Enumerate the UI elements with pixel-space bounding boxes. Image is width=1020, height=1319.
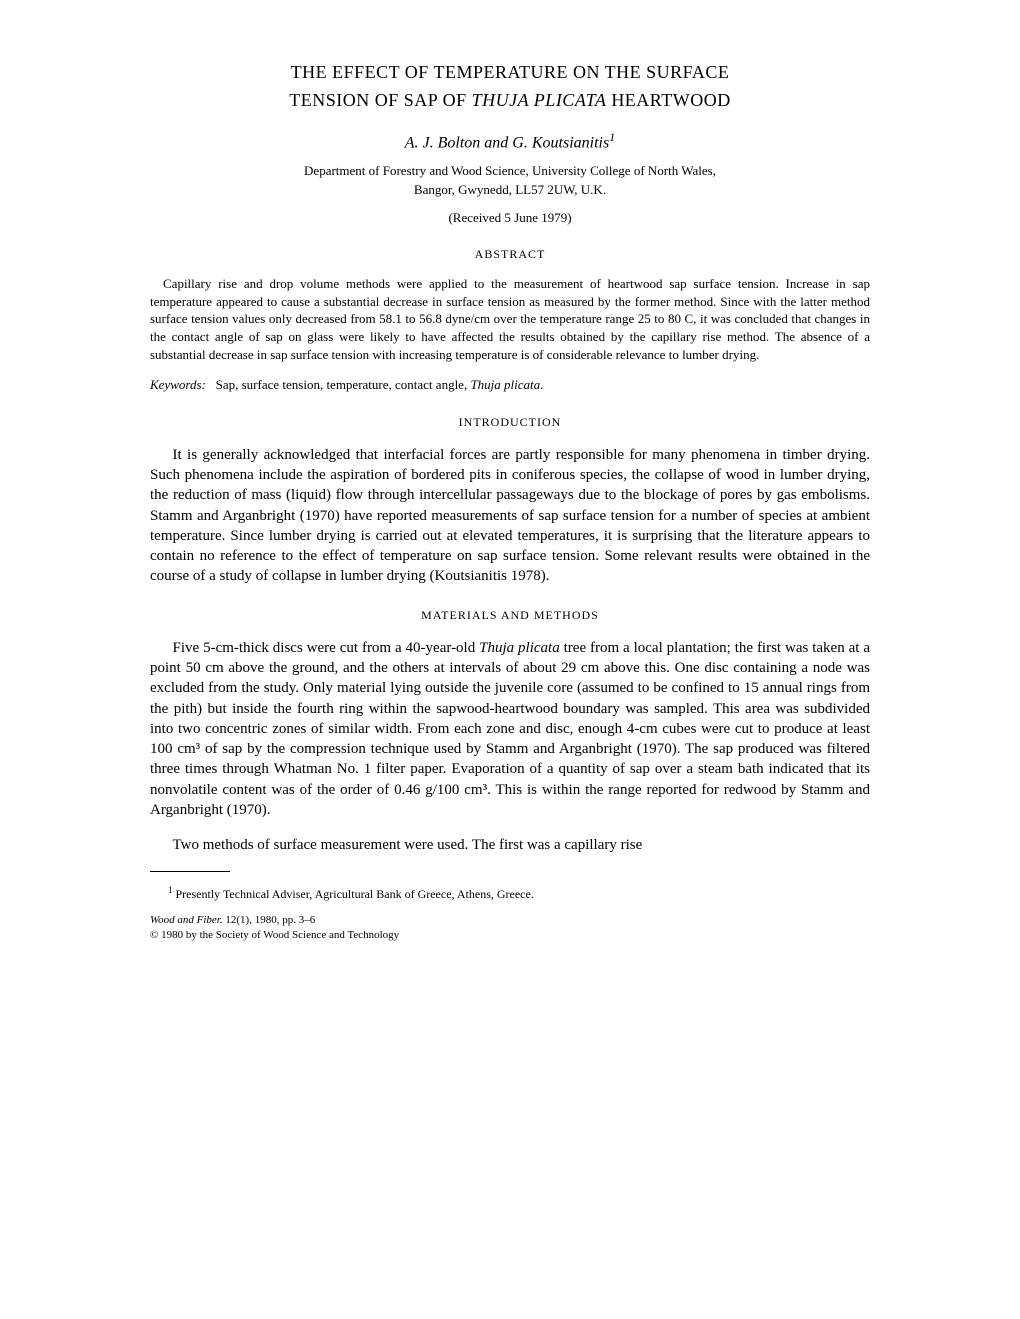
- paper-title-line1: THE EFFECT OF TEMPERATURE ON THE SURFACE: [150, 60, 870, 84]
- abstract-text: Capillary rise and drop volume methods w…: [150, 275, 870, 363]
- materials-para1: Five 5-cm-thick discs were cut from a 40…: [150, 638, 870, 820]
- title-line2-italic: THUJA PLICATA: [472, 90, 607, 110]
- materials-para1-suffix: tree from a local plantation; the first …: [150, 640, 870, 818]
- introduction-heading: INTRODUCTION: [150, 414, 870, 430]
- authors-text: A. J. Bolton and G. Koutsianitis: [405, 134, 609, 151]
- authors-superscript: 1: [609, 130, 615, 144]
- keywords: Keywords: Sap, surface tension, temperat…: [150, 376, 870, 394]
- affiliation-line1: Department of Forestry and Wood Science,…: [150, 162, 870, 180]
- footnote: 1 Presently Technical Adviser, Agricultu…: [150, 884, 870, 902]
- keywords-label: Keywords:: [150, 377, 206, 392]
- materials-para2: Two methods of surface measurement were …: [150, 835, 870, 855]
- journal-info-line1: Wood and Fiber. 12(1), 1980, pp. 3–6: [150, 913, 870, 928]
- journal-italic: Wood and Fiber.: [150, 914, 223, 926]
- footnote-text: Presently Technical Adviser, Agricultura…: [173, 887, 534, 901]
- journal-info-line2: © 1980 by the Society of Wood Science an…: [150, 928, 870, 943]
- keywords-italic: Thuja plicata: [470, 377, 540, 392]
- keywords-suffix: .: [540, 377, 543, 392]
- title-line2-suffix: HEARTWOOD: [606, 90, 730, 110]
- materials-heading: MATERIALS AND METHODS: [150, 607, 870, 623]
- received-date: (Received 5 June 1979): [150, 209, 870, 227]
- paper-title-line2: TENSION OF SAP OF THUJA PLICATA HEARTWOO…: [150, 88, 870, 112]
- materials-para1-italic: Thuja plicata: [479, 640, 560, 656]
- introduction-para1: It is generally acknowledged that interf…: [150, 445, 870, 587]
- abstract-heading: ABSTRACT: [150, 246, 870, 262]
- journal-rest: 12(1), 1980, pp. 3–6: [223, 914, 316, 926]
- footnote-rule: [150, 871, 230, 872]
- keywords-text: Sap, surface tension, temperature, conta…: [216, 377, 471, 392]
- affiliation-line2: Bangor, Gwynedd, LL57 2UW, U.K.: [150, 181, 870, 199]
- title-line2-prefix: TENSION OF SAP OF: [289, 90, 471, 110]
- authors: A. J. Bolton and G. Koutsianitis1: [150, 129, 870, 154]
- materials-para1-prefix: Five 5-cm-thick discs were cut from a 40…: [173, 640, 480, 656]
